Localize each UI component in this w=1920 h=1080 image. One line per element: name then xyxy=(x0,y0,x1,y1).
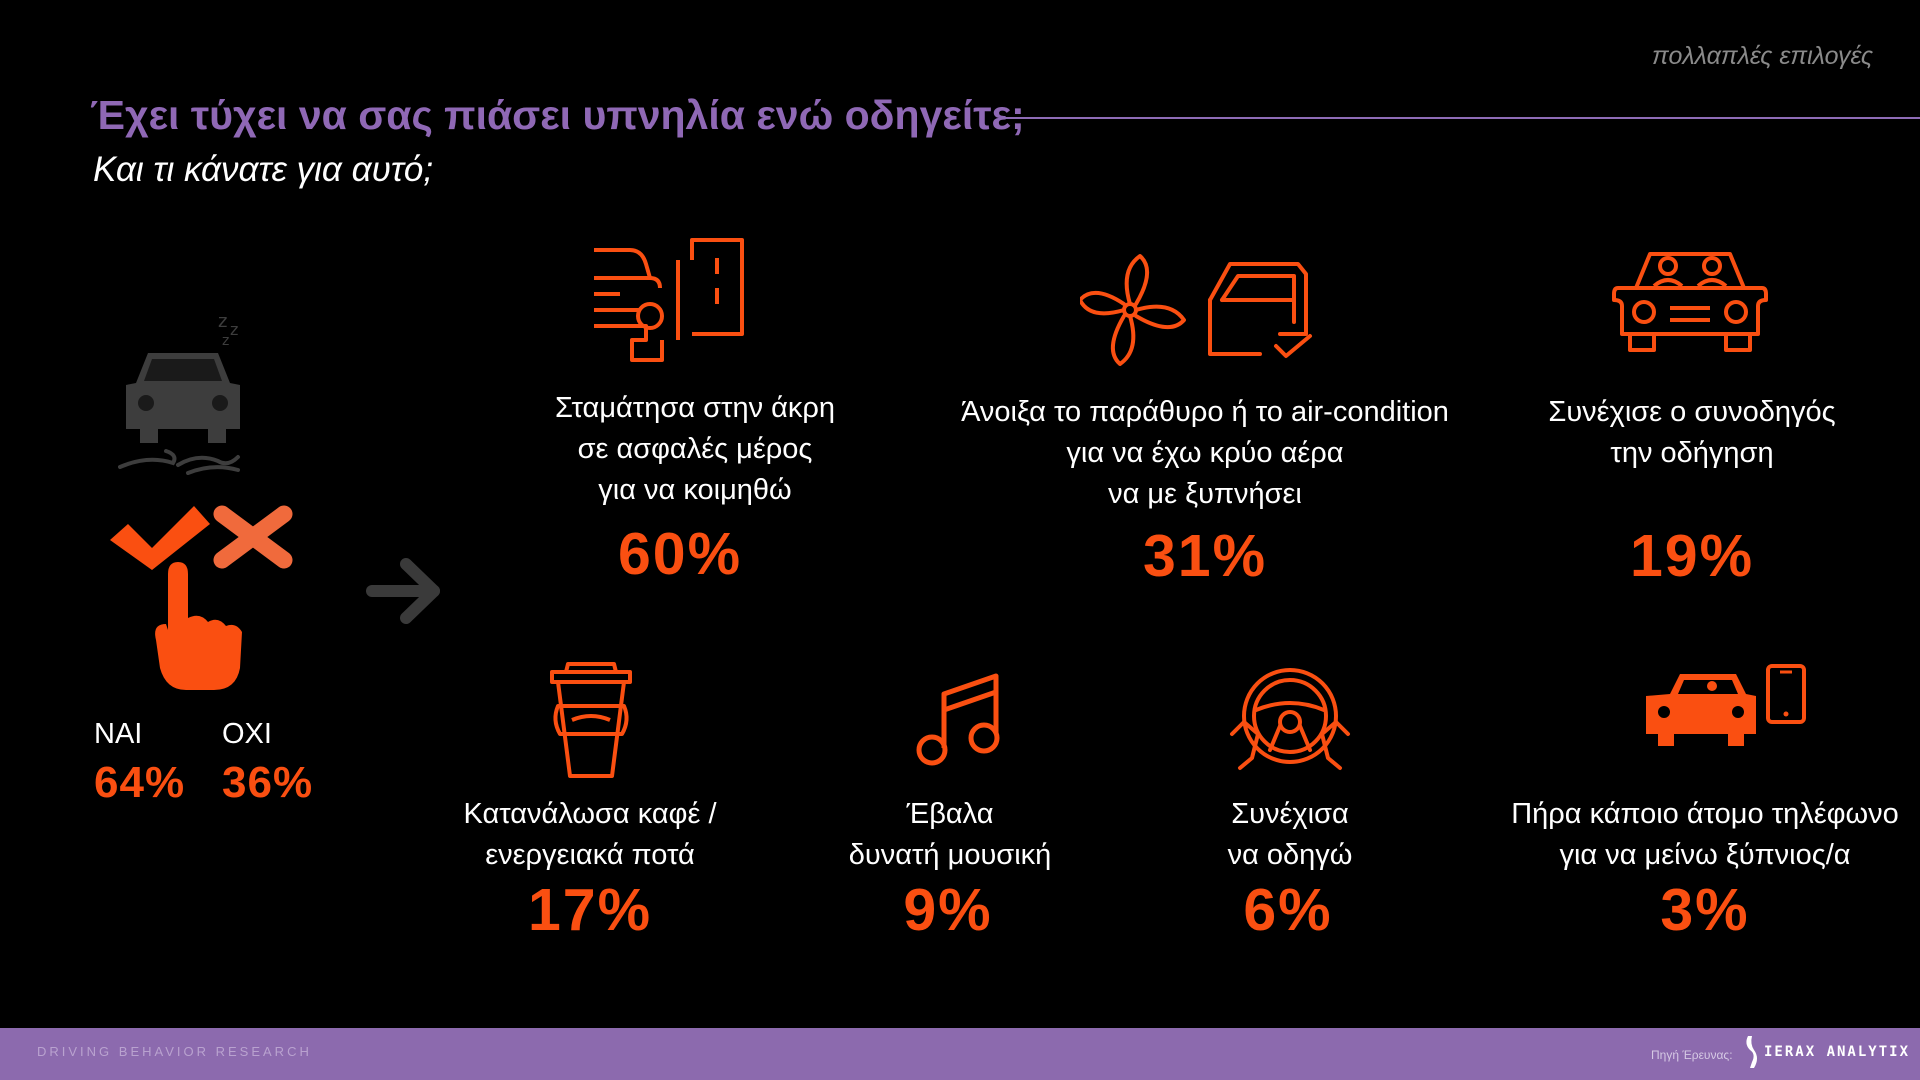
item-caption: Κατανάλωσα καφέ / ενεργειακά ποτά xyxy=(395,794,785,876)
page-subtitle: Και τι κάνατε για αυτό; xyxy=(93,150,434,189)
item-percentage: 6% xyxy=(1243,877,1333,943)
item-percentage: 19% xyxy=(1629,523,1755,589)
arrow-right-icon xyxy=(366,558,440,624)
caption-line: Πήρα κάποιο άτομο τηλέφωνο xyxy=(1511,798,1899,830)
coffee-cup-icon xyxy=(550,662,632,778)
car-roadside-icon xyxy=(594,238,744,362)
item-percentage: 3% xyxy=(1660,877,1750,943)
caption-line: την οδήγηση xyxy=(1610,437,1774,469)
item-caption: Πήρα κάποιο άτομο τηλέφωνο για να μείνω … xyxy=(1455,794,1920,876)
page-title: Έχει τύχει να σας πιάσει υπνηλία ενώ οδη… xyxy=(90,92,1025,138)
item-caption: Συνέχισα να οδηγώ xyxy=(1140,794,1440,876)
car-phone-icon xyxy=(1646,664,1806,746)
caption-line: ενεργειακά ποτά xyxy=(485,839,695,871)
svg-text:z: z xyxy=(222,333,229,349)
no-label: ΟΧΙ xyxy=(222,718,272,750)
steering-wheel-icon xyxy=(1230,668,1350,770)
item-percentage: 9% xyxy=(903,877,993,943)
sleepy-car-icon: z z z xyxy=(118,311,240,475)
item-caption: Άνοιξα το παράθυρο ή το air-condition γι… xyxy=(910,392,1500,515)
caption-line: για να μείνω ξύπνιος/α xyxy=(1559,839,1851,871)
item-percentage: 60% xyxy=(617,521,743,587)
caption-line: για να έχω κρύο αέρα xyxy=(1066,437,1344,469)
brand-logo-icon xyxy=(1746,1036,1757,1068)
yes-no-hand-icon xyxy=(110,505,293,690)
multiple-choice-note: πολλαπλές επιλογές xyxy=(1652,42,1873,70)
footer-bar xyxy=(0,1028,1920,1080)
caption-line: σε ασφαλές μέρος xyxy=(577,433,813,465)
footer-source-label: Πηγή Έρευνας: xyxy=(1651,1048,1733,1062)
caption-line: Συνέχισα xyxy=(1231,798,1349,830)
svg-text:z: z xyxy=(218,311,227,332)
no-percentage: 36% xyxy=(222,758,314,807)
item-percentage: 17% xyxy=(527,877,653,943)
footer-research-label: DRIVING BEHAVIOR RESEARCH xyxy=(37,1044,312,1059)
caption-line: να οδηγώ xyxy=(1227,839,1353,871)
fan-window-icon xyxy=(1080,254,1312,366)
caption-line: για να κοιμηθώ xyxy=(598,474,792,506)
item-caption: Έβαλα δυνατή μουσική xyxy=(800,794,1100,876)
music-note-icon xyxy=(916,673,1000,766)
svg-text:z: z xyxy=(230,320,238,339)
item-caption: Σταμάτησα στην άκρη σε ασφαλές μέρος για… xyxy=(495,388,895,511)
caption-line: να με ξυπνήσει xyxy=(1108,478,1302,510)
caption-line: δυνατή μουσική xyxy=(848,839,1052,871)
caption-line: Άνοιξα το παράθυρο ή το air-condition xyxy=(961,396,1449,428)
yes-percentage: 64% xyxy=(94,758,186,807)
item-percentage: 31% xyxy=(1142,523,1268,589)
car-passengers-icon xyxy=(1612,252,1768,352)
caption-line: Σταμάτησα στην άκρη xyxy=(554,392,836,424)
footer-brand: IERAX ANALYTIX xyxy=(1764,1044,1911,1060)
title-divider xyxy=(1002,117,1920,119)
caption-line: Κατανάλωσα καφέ / xyxy=(463,798,717,830)
yes-label: ΝΑΙ xyxy=(94,718,143,750)
item-caption: Συνέχισε ο συνοδηγός την οδήγηση xyxy=(1492,392,1892,474)
caption-line: Συνέχισε ο συνοδηγός xyxy=(1548,396,1836,428)
caption-line: Έβαλα xyxy=(906,798,994,830)
